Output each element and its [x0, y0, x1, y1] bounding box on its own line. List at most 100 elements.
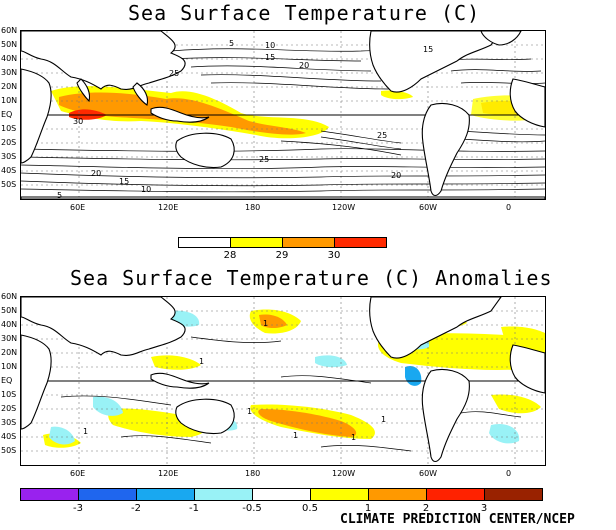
- anomaly-map: 1 1 1 1 1 1 1: [20, 296, 546, 466]
- anomaly-lat-tick: 40S: [1, 432, 17, 441]
- anomaly-colorbar-segment: [368, 488, 427, 501]
- anomaly-lat-tick: 20N: [1, 348, 18, 357]
- anomaly-colorbar-label: -0.5: [242, 503, 262, 514]
- sst-contour-label: 30: [73, 117, 84, 126]
- sst-contour-label: 15: [265, 53, 276, 62]
- sst-land-maritime: [150, 106, 210, 123]
- sst-lat-tick: 30S: [1, 152, 17, 161]
- anomaly-lat-tick: 30S: [1, 418, 17, 427]
- anomaly-colorbar-segment: [252, 488, 311, 501]
- anomaly-contour-label: 1: [381, 415, 387, 424]
- sst-colorbar-segment: [178, 237, 231, 248]
- sst-lat-tick: 20N: [1, 82, 18, 91]
- sst-lon-tick: 180: [245, 203, 261, 212]
- anomaly-contour-label: 1: [351, 433, 357, 442]
- sst-land-antarctica-edge: [21, 196, 545, 199]
- sst-lon-tick: 120W: [332, 203, 356, 212]
- anomaly-lon-tick: 180: [245, 469, 261, 478]
- sst-land-s-america: [421, 102, 470, 197]
- sst-colorbar-segment: [334, 237, 387, 248]
- sst-land-india: [76, 78, 91, 103]
- anomaly-colorbar-label: -3: [73, 503, 83, 514]
- anomaly-contour-label: 1: [247, 407, 253, 416]
- sst-lat-tick: 40N: [1, 54, 18, 63]
- sst-lon-tick: 120E: [158, 203, 179, 212]
- sst-colorbar-label: 29: [275, 250, 289, 261]
- sst-land-n-america: [369, 31, 502, 93]
- sst-land-australia: [175, 132, 235, 169]
- anomaly-colorbar-label: -1: [189, 503, 199, 514]
- sst-pacific-warm: [381, 90, 413, 100]
- sst-contour-label: 25: [377, 131, 388, 140]
- sst-colorbar-segment: [282, 237, 335, 248]
- anomaly-colorbar-segment: [194, 488, 253, 501]
- anomaly-lat-tick: 10S: [1, 390, 17, 399]
- sst-lon-tick: 60E: [70, 203, 86, 212]
- sst-lat-tick: 20S: [1, 138, 17, 147]
- anomaly-colorbar-segment: [484, 488, 543, 501]
- anomaly-land: [21, 297, 545, 463]
- anomaly-lon-tick: 60E: [70, 469, 86, 478]
- sst-contour-label: 5: [229, 39, 235, 48]
- credit-text: CLIMATE PREDICTION CENTER/NCEP: [340, 512, 575, 527]
- sst-colorbar-label: 28: [223, 250, 237, 261]
- sst-contour-label: 10: [265, 41, 276, 50]
- sst-colorbar-label: 30: [327, 250, 341, 261]
- anomaly-lon-tick: 120E: [158, 469, 179, 478]
- anomaly-map-graphic: [21, 297, 545, 465]
- anomaly-contour-label: 1: [83, 427, 89, 436]
- anomaly-colorbar-label: 3: [480, 503, 488, 514]
- sst-lat-tick: EQ: [1, 110, 13, 119]
- anomaly-contour-label: 1: [263, 319, 269, 328]
- sst-lon-tick: 0: [506, 203, 512, 212]
- sst-lat-tick: 50S: [1, 180, 17, 189]
- anomaly-lat-tick: 60N: [1, 292, 18, 301]
- sst-lat-tick: 10S: [1, 124, 17, 133]
- anomaly-contour-label: 1: [293, 431, 299, 440]
- anomaly-lat-tick: 40N: [1, 320, 18, 329]
- sst-contour-label: 20: [391, 171, 402, 180]
- sst-land: [21, 31, 545, 199]
- anomaly-colorbar-segment: [426, 488, 485, 501]
- sst-contour-label: 25: [169, 69, 180, 78]
- sst-lat-tick: 40S: [1, 166, 17, 175]
- sst-land-se-asia: [132, 82, 149, 106]
- anomaly-colorbar-label: 1: [364, 503, 372, 514]
- sst-land-eurasia: [21, 31, 186, 90]
- sst-map: 5 10 15 20 25 30 25 20 15 10 5 15 20 25: [20, 30, 546, 200]
- sst-map-graphic: [21, 31, 545, 199]
- anomaly-lat-tick: 30N: [1, 334, 18, 343]
- anomaly-colorbar-segment: [136, 488, 195, 501]
- anomaly-colorbar-segment: [78, 488, 137, 501]
- sst-lat-tick: 60N: [1, 26, 18, 35]
- sst-lat-tick: 10N: [1, 96, 18, 105]
- anomaly-colorbar-segment: [310, 488, 369, 501]
- sst-land-africa: [21, 68, 52, 164]
- anomaly-lat-tick: 50N: [1, 306, 18, 315]
- sst-title: Sea Surface Temperature (C): [128, 1, 481, 25]
- sst-lon-tick: 60W: [419, 203, 438, 212]
- anomaly-lat-tick: 50S: [1, 446, 17, 455]
- anomaly-lat-tick: 20S: [1, 404, 17, 413]
- sst-colorbar-segment: [230, 237, 283, 248]
- sst-contour-label: 20: [299, 61, 310, 70]
- sst-contour-label: 15: [423, 45, 434, 54]
- anomaly-colorbar-label: -2: [131, 503, 141, 514]
- anomaly-lon-tick: 60W: [419, 469, 438, 478]
- sst-contour-label: 20: [91, 169, 102, 178]
- anomaly-lat-tick: EQ: [1, 376, 13, 385]
- sst-lat-tick: 30N: [1, 68, 18, 77]
- sst-contour-label: 10: [141, 185, 152, 194]
- sst-land-w-africa: [509, 78, 545, 128]
- anomaly-lon-tick: 120W: [332, 469, 356, 478]
- sst-land-greenland: [480, 31, 522, 46]
- anomaly-contour-label: 1: [199, 357, 205, 366]
- anomaly-colorbar-label: 0.5: [302, 503, 318, 514]
- anomaly-contours: [60, 336, 522, 452]
- anomaly-lat-tick: 10N: [1, 362, 18, 371]
- anomaly-title: Sea Surface Temperature (C) Anomalies: [70, 266, 553, 290]
- anomaly-colorbar-segment: [20, 488, 79, 501]
- anomaly-colorbar-label: 2: [422, 503, 430, 514]
- sst-lat-tick: 50N: [1, 40, 18, 49]
- sst-contour-label: 15: [119, 177, 130, 186]
